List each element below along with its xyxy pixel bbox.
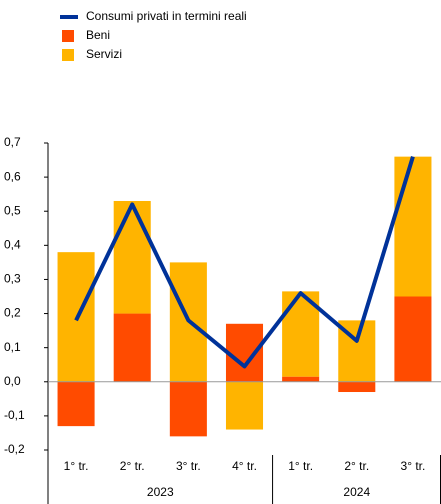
legend-label: Beni	[86, 28, 110, 42]
line	[74, 156, 415, 369]
bar	[394, 296, 432, 382]
x-tick-label: 2° tr.	[120, 459, 145, 473]
x-tick-label: 3° tr.	[401, 459, 426, 473]
y-tick-label: 0,5	[4, 203, 21, 217]
x-tick-label: 4° tr.	[232, 459, 257, 473]
y-tick-label: 0,7	[4, 135, 21, 149]
y-tick-label: -0,2	[4, 442, 25, 456]
x-tick-label: 3° tr.	[176, 459, 201, 473]
bar	[225, 381, 264, 430]
bar	[225, 323, 264, 382]
bar	[57, 381, 95, 427]
group-label: 2024	[343, 485, 370, 499]
legend-swatch	[62, 49, 74, 61]
y-tick-label: 0,2	[4, 306, 21, 320]
y-tick-label: -0,1	[4, 408, 25, 422]
legend-label: Consumi privati in termini reali	[86, 9, 247, 23]
group-label: 2023	[147, 485, 174, 499]
legend-label: Servizi	[86, 47, 122, 61]
bar	[338, 381, 376, 393]
y-tick-label: 0,6	[4, 169, 21, 183]
y-tick-label: 0,0	[4, 374, 21, 388]
bar	[282, 376, 320, 382]
x-tick-label: 2° tr.	[344, 459, 369, 473]
bar	[113, 313, 151, 382]
bar	[169, 381, 207, 437]
legend-swatch	[62, 30, 74, 42]
y-tick-label: 0,3	[4, 272, 21, 286]
x-tick-label: 1° tr.	[288, 459, 313, 473]
y-tick-label: 0,1	[4, 340, 21, 354]
y-tick-label: 0,4	[4, 238, 21, 252]
bar	[394, 156, 432, 297]
x-tick-label: 1° tr.	[64, 459, 89, 473]
bar	[113, 200, 151, 314]
